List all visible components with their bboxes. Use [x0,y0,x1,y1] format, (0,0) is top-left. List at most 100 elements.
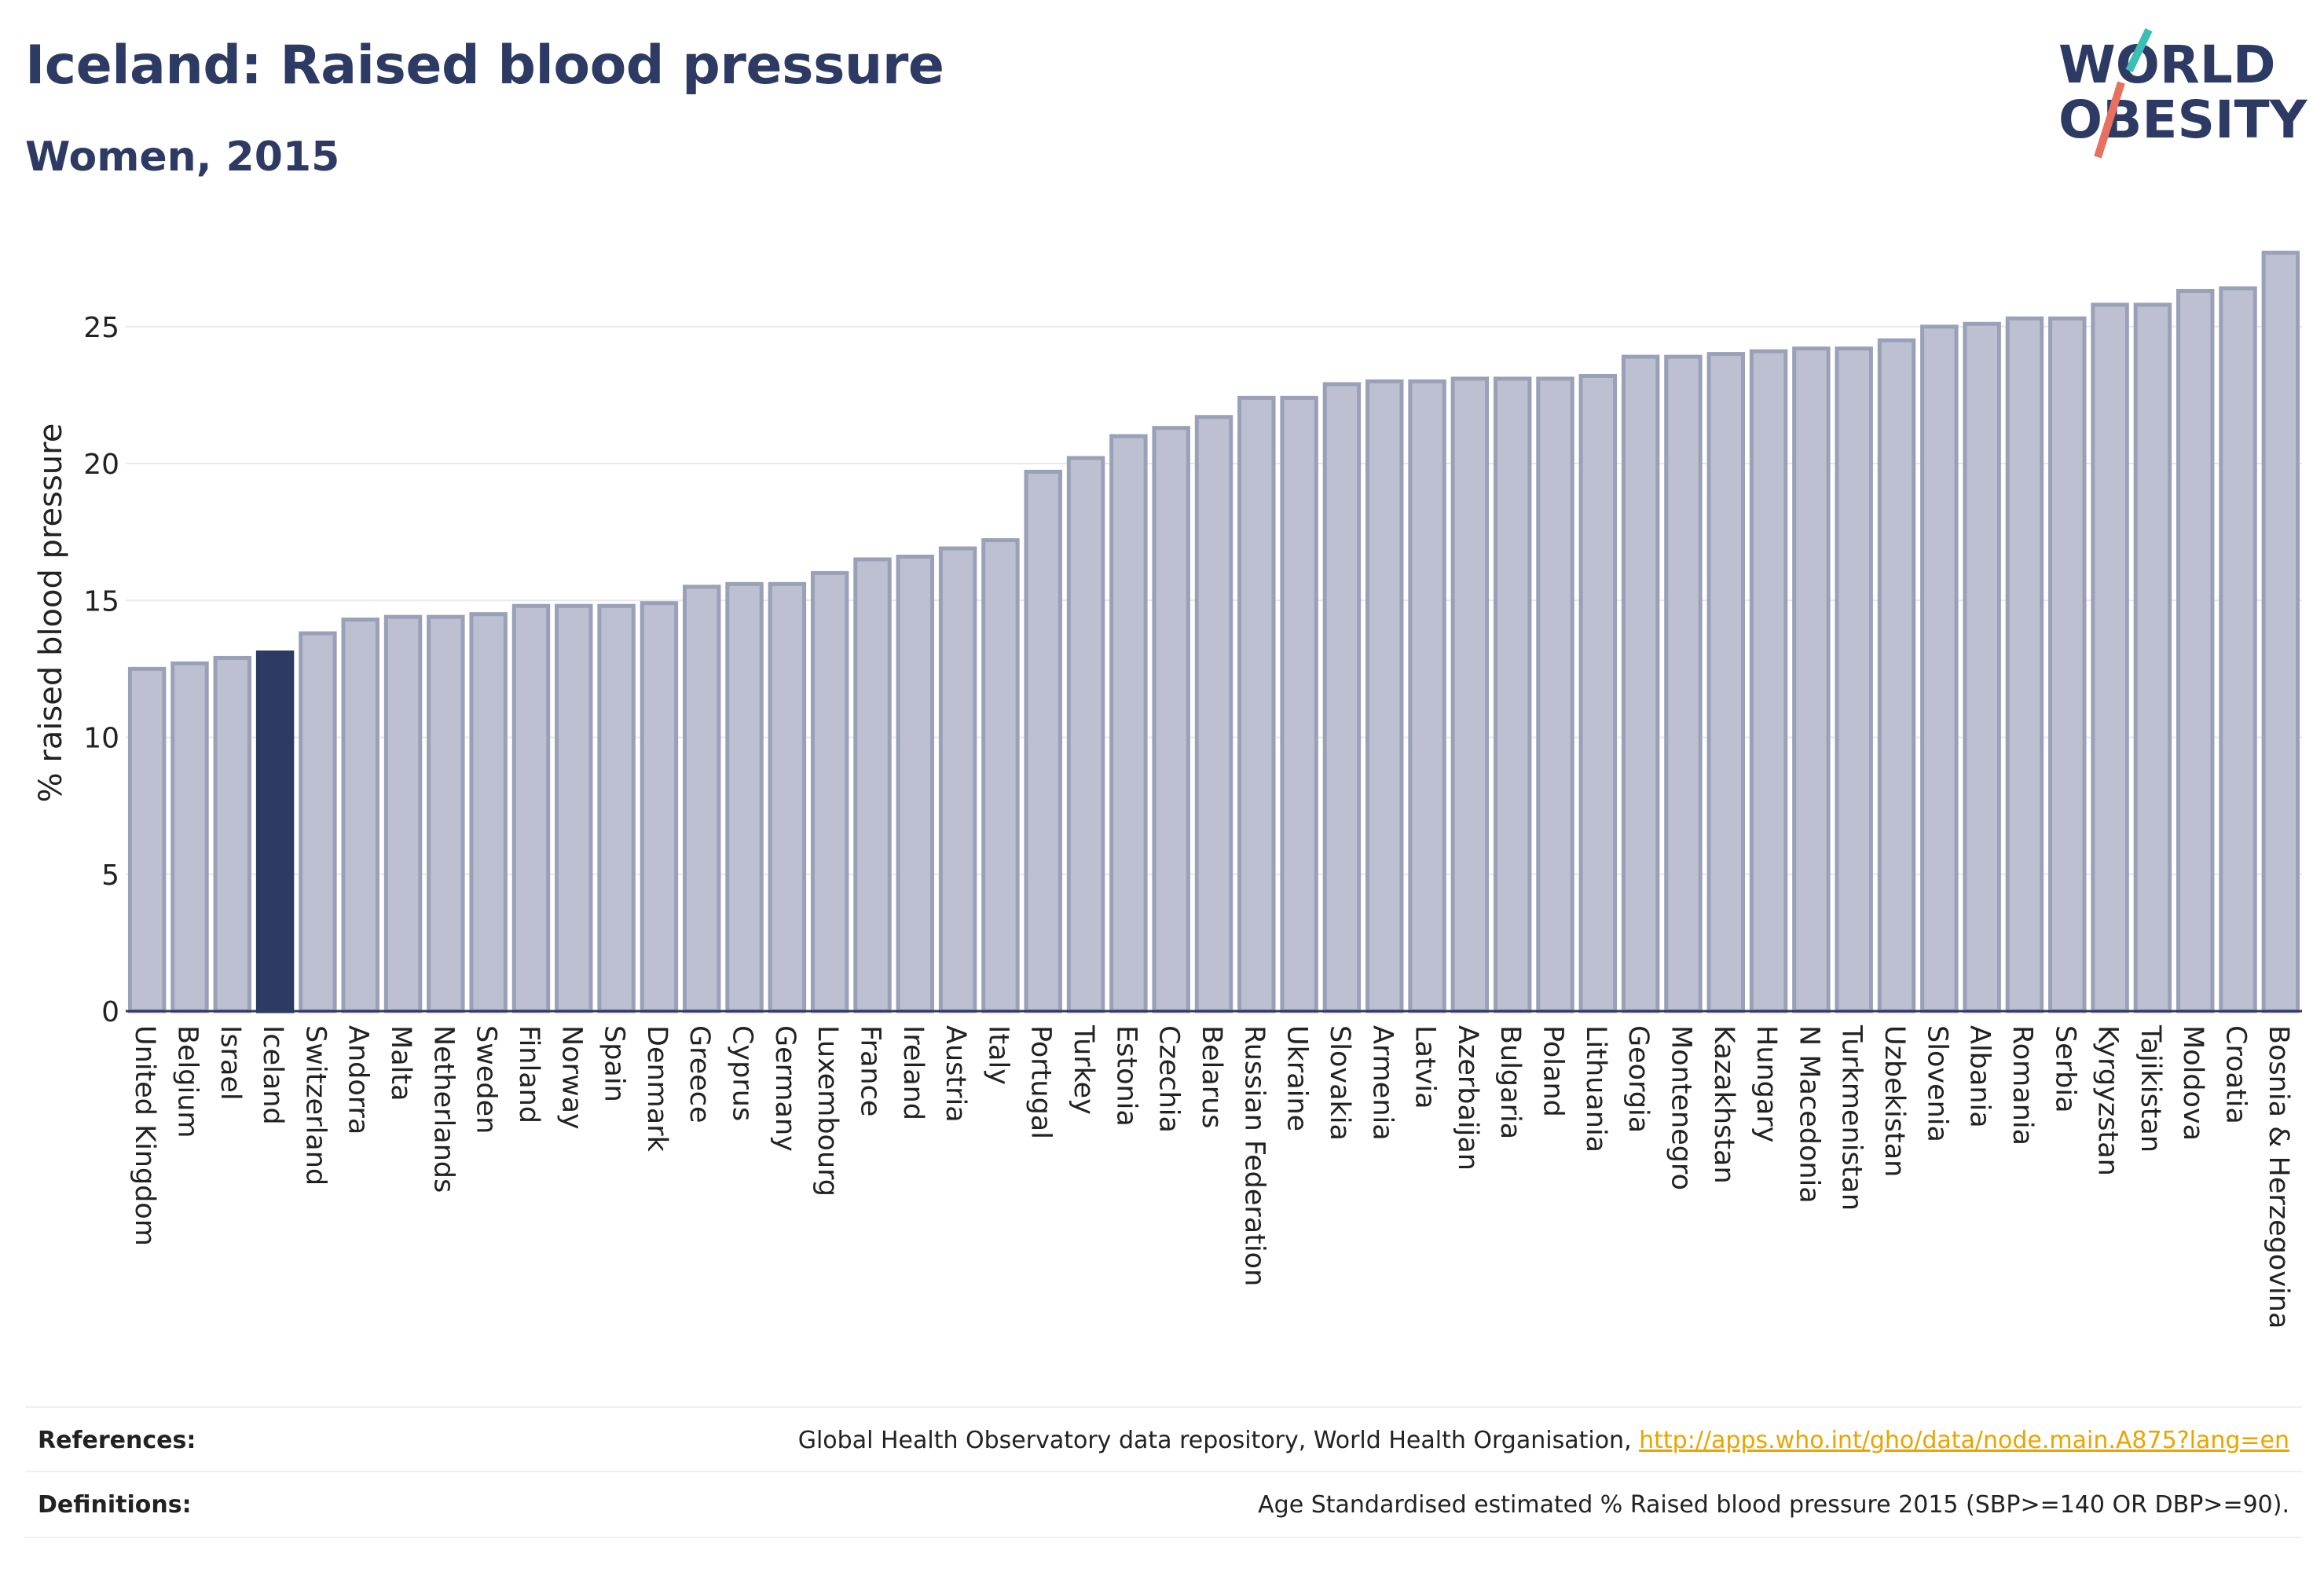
x-tick-label: Moldova [2177,1025,2209,1141]
bars [127,251,2300,1013]
bar-slovenia [1920,324,1959,1013]
bar-armenia [1365,379,1404,1013]
x-tick-label: Estonia [1110,1025,1142,1127]
x-tick-label: Germany [769,1025,801,1152]
bar-sweden [469,612,508,1013]
y-tick-label: 5 [101,859,119,892]
x-tick-label: Czechia [1153,1025,1185,1133]
x-tick-label: Slovenia [1921,1025,1952,1142]
y-tick-label: 15 [83,585,119,618]
bar-israel [213,655,252,1013]
x-tick-labels: United Kingdom Belgium Israel Iceland Switze… [129,1024,2294,1329]
bar-hungary [1749,349,1788,1013]
x-tick-label: Lithuania [1580,1025,1611,1153]
bar-portugal [1024,469,1062,1013]
x-tick-label: Bulgaria [1494,1025,1526,1139]
x-tick-label: Croatia [2220,1025,2252,1124]
x-tick-label: Ukraine [1281,1025,1313,1131]
x-tick-label: Italy [982,1025,1014,1085]
bar-malta [383,614,423,1013]
x-tick-label: Belarus [1196,1025,1227,1129]
x-tick-label: N Macedonia [1793,1025,1824,1204]
x-tick-label: Hungary [1750,1025,1782,1142]
x-tick-label: Romania [2007,1025,2038,1145]
x-tick-label: Malta [385,1025,416,1101]
x-tick-label: Slovakia [1324,1025,1355,1141]
bar-ukraine [1280,395,1318,1013]
y-tick-label: 10 [83,723,119,755]
bar-estonia [1109,434,1148,1013]
bar-norway [555,603,593,1013]
bar-serbia [2048,316,2087,1013]
y-axis-label: % raised blood pressure [33,423,69,803]
bar-moldova [2176,288,2215,1013]
x-tick-label: Armenia [1366,1025,1398,1141]
bar-albania [1963,321,2001,1013]
bar-greece [683,585,721,1013]
bar-latvia [1408,379,1446,1013]
bar-georgia [1621,354,1660,1013]
chart-title: Iceland: Raised blood pressure [25,35,944,97]
definitions-row: Definitions: Age Standardised estimated … [25,1471,2302,1538]
logo-line1: WORLD [2058,35,2276,95]
bar-uzbekistan [1877,338,1916,1013]
x-tick-label: Israel [214,1025,246,1101]
x-tick-label: United Kingdom [129,1025,160,1246]
x-tick-label: Norway [555,1025,587,1130]
y-tick-labels: 0 5 10 15 20 25 [83,312,119,1028]
bar-czechia [1152,426,1190,1013]
x-tick-label: Serbia [2049,1025,2080,1113]
bar-finland [511,603,551,1013]
x-tick-label: Greece [684,1025,715,1123]
chart-subtitle: Women, 2015 [25,134,340,181]
bar-netherlands [427,614,465,1013]
y-tick-label: 0 [101,996,119,1028]
bar-romania [2005,316,2044,1013]
logo-slash-coral [2094,81,2125,159]
bar-slovakia [1322,382,1362,1013]
bar-tajikistan [2133,302,2172,1013]
bar-germany [768,581,807,1013]
y-tick-label: 20 [83,449,119,481]
bar-iceland [255,650,295,1013]
definitions-text: Age Standardised estimated % Raised bloo… [1258,1491,2289,1519]
bar-spain [597,603,636,1013]
x-tick-label: Turkey [1068,1024,1099,1115]
bar-kazakhstan [1706,352,1745,1013]
references-text: Global Health Observatory data repositor… [797,1427,1640,1454]
x-tick-label: Montenegro [1665,1025,1696,1190]
bar-turkey [1066,456,1105,1013]
bar-ireland [896,554,935,1013]
bar-switzerland [299,631,337,1013]
x-tick-label: Kazakhstan [1708,1025,1739,1184]
x-tick-label: Iceland [257,1025,288,1125]
references-link[interactable]: http://apps.who.int/gho/data/node.main.A… [1639,1427,2289,1454]
bar-bulgaria [1493,376,1532,1013]
x-tick-label: Kyrgyzstan [2092,1025,2124,1176]
bar-azerbaijan [1450,376,1490,1013]
bar-poland [1536,376,1574,1013]
bar-n-macedonia [1792,346,1831,1013]
x-tick-label: Belgium [171,1025,203,1138]
bar-russian-federation [1237,395,1276,1013]
x-tick-label: Azerbaijan [1452,1025,1483,1171]
x-tick-label: Denmark [641,1025,673,1153]
bar-turkmenistan [1835,346,1873,1013]
bar-andorra [341,618,379,1013]
x-tick-label: Austria [940,1025,971,1123]
bar-chart: 0 5 10 15 20 25 United Kingdom Belgium Israel Ic… [33,251,2302,1329]
x-tick-label: Ireland [897,1025,929,1120]
references-row: References: Global Health Observatory da… [25,1406,2302,1472]
definitions-label: Definitions: [38,1491,192,1519]
logo-slash-teal [2125,27,2153,73]
x-tick-label: Tajikistan [2135,1024,2166,1153]
bar-croatia [2219,286,2257,1013]
x-tick-label: Turkmenistan [1836,1024,1868,1211]
bar-lithuania [1578,373,1618,1013]
x-tick-label: France [854,1025,885,1116]
bar-belgium [170,661,209,1013]
bar-united-kingdom [127,666,167,1013]
bar-belarus [1194,415,1233,1013]
x-tick-label: Albania [1964,1025,1996,1128]
bar-italy [981,538,1020,1013]
